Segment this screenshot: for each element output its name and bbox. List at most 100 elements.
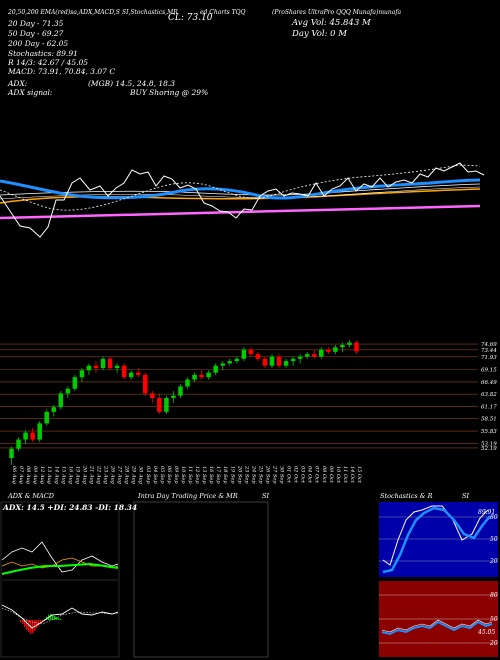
candle-body [311, 354, 317, 357]
candle-body [227, 361, 233, 364]
date-tick-label: 15 Oct [356, 466, 362, 484]
date-tick-label: 16 Sep [208, 466, 214, 484]
close-price: CL: 73.10 [168, 13, 213, 23]
candle-body [58, 393, 64, 408]
date-tick-label: 15 Aug [60, 466, 66, 484]
candle-body [248, 349, 254, 355]
intraday-panel [133, 501, 269, 658]
date-tick-label: 13 Sep [201, 466, 207, 484]
date-tick-label: 09 Sep [173, 466, 179, 484]
candle-body [100, 358, 106, 368]
price-tick-label: 61.17 [481, 404, 497, 410]
date-tick-label: 04 Oct [307, 466, 313, 484]
macd-histogram-bar [22, 620, 24, 624]
date-tick-label: 12 Aug [39, 466, 45, 484]
candle-body [114, 365, 120, 368]
candle-body [297, 356, 303, 359]
date-tick-label: 18 Sep [222, 466, 228, 484]
stoch-d-line [382, 506, 491, 574]
candle-body [16, 439, 21, 449]
date-tick-label: 28 Aug [124, 465, 130, 484]
date-tick-label: 24 Sep [250, 465, 256, 484]
macd-histogram-bar [58, 618, 60, 620]
date-tick-label: 26 Sep [264, 465, 270, 484]
date-tick-label: 12 Sep [194, 466, 200, 484]
date-tick-label: 08 Oct [321, 466, 327, 484]
candle-body [121, 365, 127, 378]
candle-body [143, 374, 148, 394]
candle-body [157, 398, 162, 412]
stochastics-title: Stochastics & R [380, 492, 433, 500]
sma50-value: 50 Day - 69.27 [8, 29, 64, 38]
stoch-label-20: 20 [490, 558, 498, 565]
stoch-tags: SI,Stochastics,MR [122, 9, 178, 16]
candle-body [65, 388, 71, 394]
adx-macd-panel [0, 501, 120, 658]
date-tick-label: 03 Oct [300, 466, 306, 484]
date-tick-label: 05 Sep [159, 466, 165, 484]
candle-body [199, 374, 204, 378]
stochastics-value: Stochastics: 89.91 [8, 49, 78, 58]
macd-histogram-bar [54, 616, 56, 620]
candle-body [192, 374, 197, 380]
candle-body [347, 342, 352, 345]
candle-body [255, 354, 261, 359]
intraday-si: SI [262, 492, 270, 500]
candle-body [319, 349, 324, 357]
macd-histogram-bar [56, 617, 58, 620]
candle-body [213, 365, 218, 373]
date-tick-label: 27 Aug [117, 465, 123, 484]
date-tick-label: 07 Oct [314, 466, 320, 484]
rsi-label-50: 50 [490, 616, 498, 623]
date-tick-label: 30 Aug [138, 466, 144, 484]
stochastics-panel [379, 502, 498, 577]
adx-signal-value: BUY Shoring @ 29% [130, 88, 209, 97]
sma20-value: 20 Day - 71.35 [8, 19, 64, 28]
rsi-label-80: 80 [490, 592, 498, 599]
date-tick-label: 23 Aug [103, 465, 109, 484]
candle-body [241, 349, 247, 359]
candle-body [9, 448, 14, 458]
candle-body [276, 356, 282, 366]
macd-signal-line [1, 607, 119, 625]
adx-values: (MGB) 14.5, 24.8, 18.3 [88, 79, 176, 88]
adx-signal-label: ADX signal: [8, 88, 53, 97]
candlestick-series [9, 340, 359, 465]
sma100-line [0, 188, 481, 204]
rsi-thin-line [381, 619, 493, 633]
candle-body [79, 370, 85, 378]
price-tick-label: 55.83 [481, 429, 497, 435]
date-tick-label: 11 Oct [342, 466, 348, 484]
date-tick-label: 30 Sep [279, 466, 285, 484]
price-tick-label: 74.69 [481, 342, 497, 348]
candle-body [44, 411, 49, 424]
date-tick-label: 13 Aug [46, 466, 52, 484]
price-tick-label: 53.19 [481, 441, 497, 447]
candle-body [340, 344, 345, 348]
price-tick-label: 66.49 [481, 380, 497, 386]
date-tick-label: 26 Aug [110, 465, 116, 484]
adx-readout: ADX: 14.5 +DI: 24.83 -DI: 18.34 [3, 503, 138, 512]
macd-histogram-bar [50, 614, 52, 620]
sma200-line [0, 204, 481, 220]
date-tick-label: 29 Aug [131, 465, 137, 484]
macd-histogram-bar [26, 620, 28, 630]
date-tick-label: 14 Aug [53, 466, 59, 484]
price-grid [0, 343, 478, 449]
date-tick-label: 27 Sep [272, 465, 278, 484]
stoch-label-80: 80 [490, 514, 498, 521]
date-tick-label: 04 Sep [152, 466, 158, 484]
macd-histogram-bar [28, 620, 30, 632]
stoch-series-label: 89.91 [478, 509, 496, 516]
date-tick-label: 09 Aug [32, 466, 38, 484]
candle-body [262, 358, 268, 366]
candle-body [93, 365, 99, 368]
macd-histogram-bar [36, 620, 38, 628]
price-tick-label: 63.82 [481, 392, 497, 398]
stoch-r-value: R 14/3: 42.67 / 45.05 [8, 58, 89, 67]
day-volume: Day Vol: 0 M [292, 29, 347, 39]
candle-body [23, 432, 28, 440]
macd-histogram-bar [24, 620, 26, 627]
date-tick-label: 01 Oct [286, 466, 292, 484]
